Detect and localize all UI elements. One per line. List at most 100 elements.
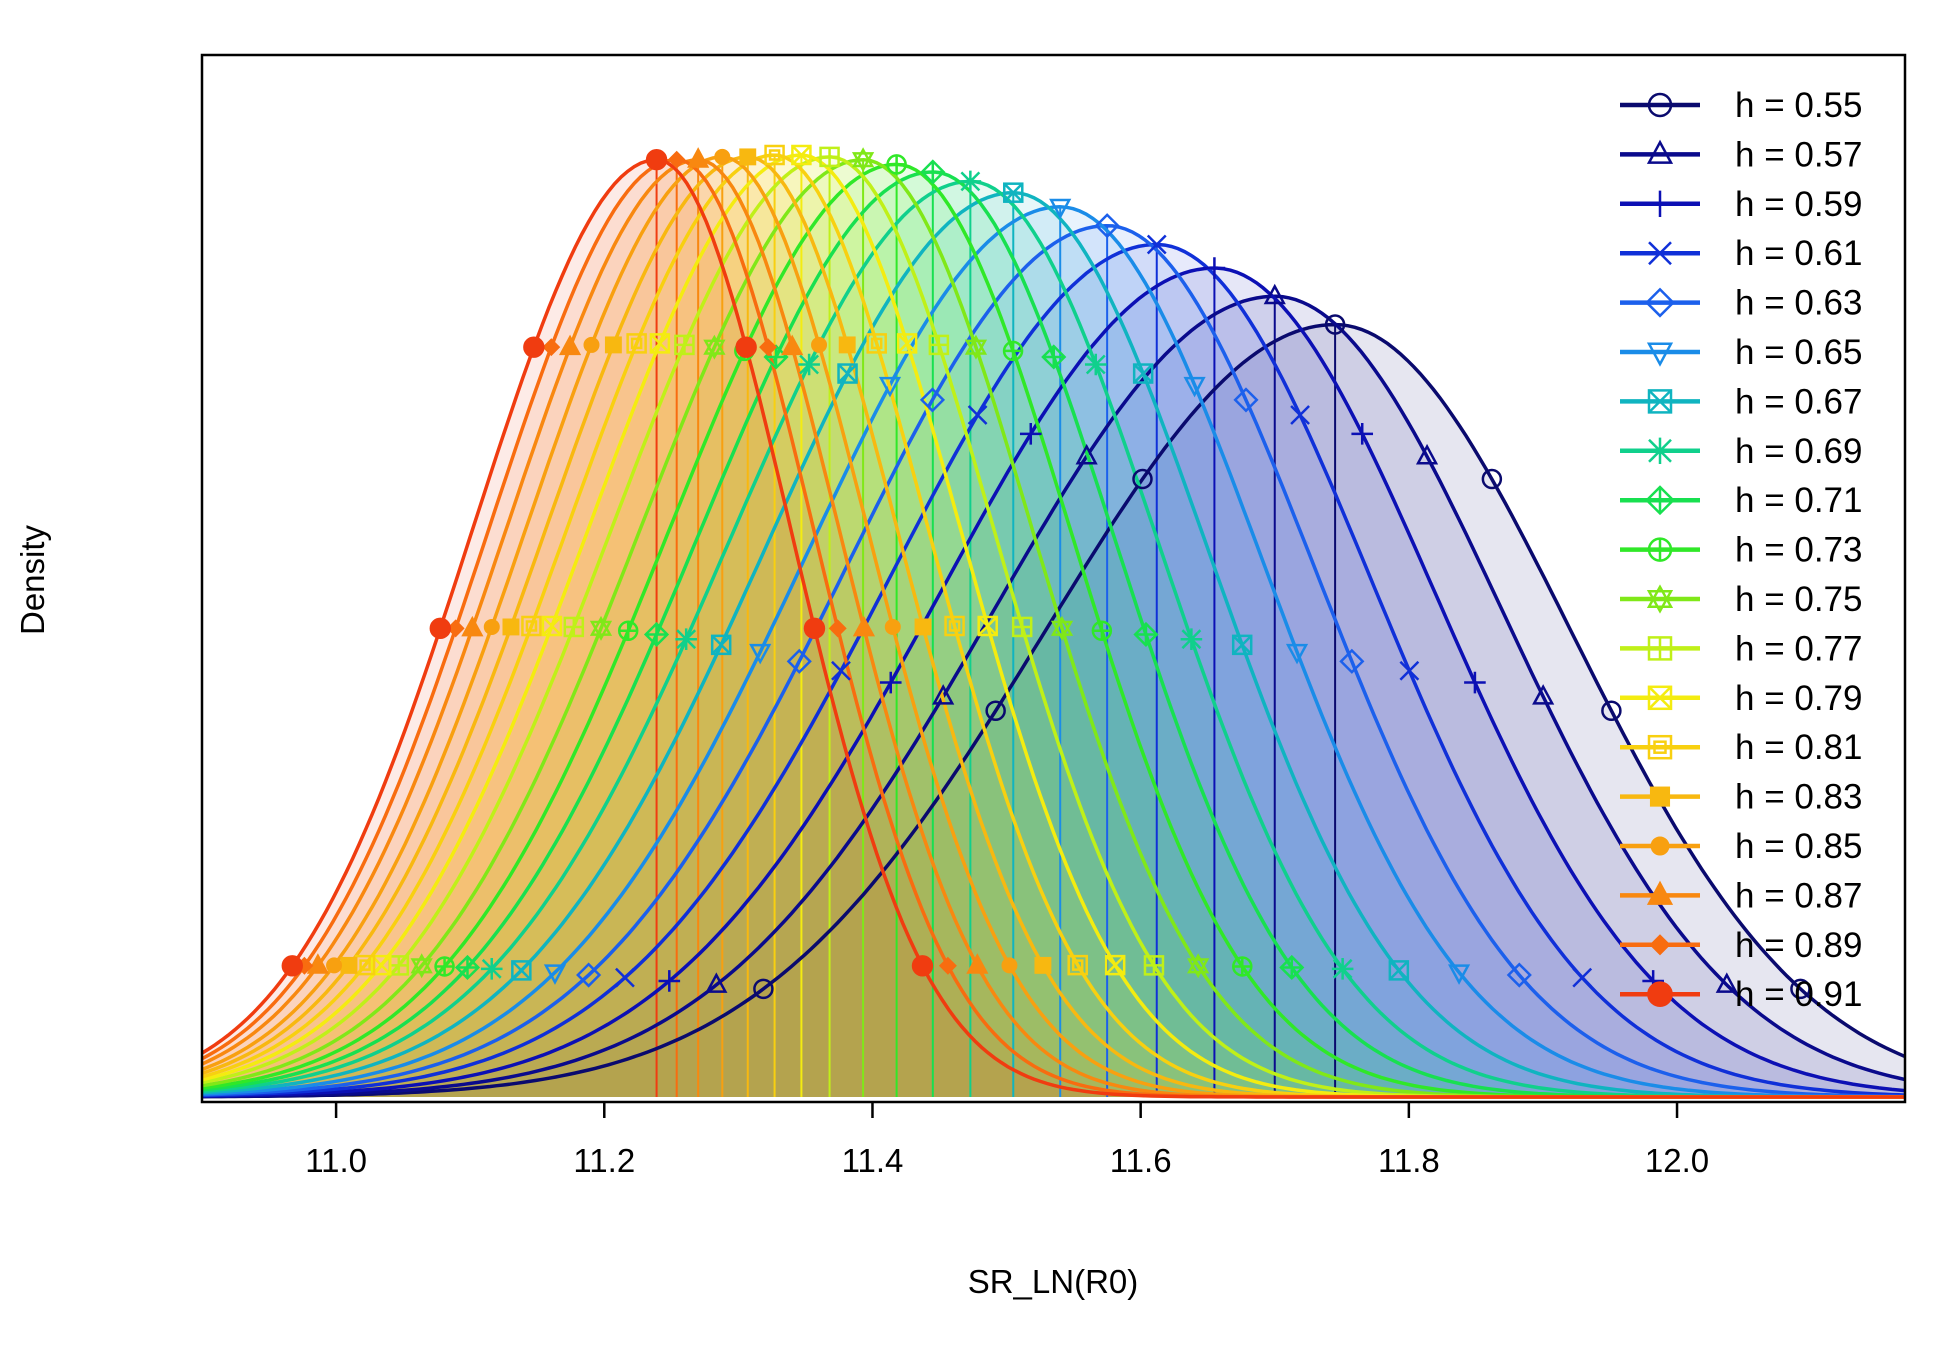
legend-marker [1647,734,1673,760]
marker-h085 [1001,957,1018,974]
marker-h077 [674,334,695,356]
marker-h071 [1279,954,1305,981]
marker-h073 [886,154,907,175]
marker-h057 [705,972,728,993]
marker-h087 [781,334,804,356]
density-markers [281,144,1811,1000]
marker-h085 [583,336,600,353]
markers-h069 [480,170,1354,980]
marker-h067 [837,363,858,384]
legend-marker [1647,92,1673,118]
marker-h079 [649,333,671,354]
legend-item-h077: h = 0.77 [1620,629,1862,668]
marker-h091 [645,149,668,171]
density-fill-h063 [202,225,1905,1097]
marker-h087 [461,615,484,637]
legend-label: h = 0.73 [1735,531,1862,570]
marker-h069 [675,628,697,650]
marker-h069 [1084,353,1107,376]
marker-h079 [1104,954,1126,976]
marker-h085 [483,618,500,635]
marker-h077 [819,146,840,168]
marker-h071 [643,621,670,648]
markers-h073 [434,154,1253,977]
marker-h065 [1285,643,1309,665]
marker-h057 [1532,684,1555,705]
legend-label: h = 0.69 [1735,432,1862,471]
marker-h091 [911,955,934,977]
legend-label: h = 0.83 [1735,778,1862,817]
legend-label: h = 0.55 [1735,86,1862,125]
density-fill-h077 [202,156,1905,1097]
markers-h091 [281,149,934,977]
marker-h073 [1002,340,1024,362]
marker-h083 [502,618,520,636]
markers-h085 [326,148,1018,974]
marker-h089 [542,338,561,357]
density-curve-h091 [202,158,1905,1099]
marker-h069 [1180,628,1203,650]
markers-h057 [705,283,1738,993]
marker-h075 [964,334,988,360]
density-fill-h059 [202,268,1905,1098]
marker-h075 [410,953,433,979]
marker-h069 [959,170,982,193]
marker-h081 [626,333,647,354]
legend-marker [1647,685,1673,711]
legend-label: h = 0.77 [1735,629,1862,668]
marker-h057 [1263,283,1286,305]
marker-h081 [1067,954,1088,976]
marker-h061 [831,660,851,681]
legend: h = 0.55 h = 0.57 h = 0.59 h = 0.61 h = 0.63… [1620,86,1862,1014]
legend-item-h061: h = 0.61 [1620,234,1862,273]
density-fill-h069 [202,181,1905,1097]
x-axis: 11.0 11.2 11.4 11.6 11.8 12.0 [305,1102,1709,1179]
marker-h081 [944,615,965,637]
markers-h063 [576,213,1532,988]
x-tick-label: 11.0 [305,1142,367,1179]
legend-marker [1647,389,1673,414]
marker-h063 [919,387,946,413]
marker-h073 [434,956,455,977]
y-axis-title: Density [14,524,51,635]
density-curve-h061 [202,242,1905,1098]
marker-h085 [811,336,828,353]
marker-h065 [1049,198,1072,220]
marker-h055 [1481,468,1503,490]
marker-h087 [687,147,710,168]
marker-h059 [1203,257,1226,279]
marker-h079 [791,144,812,166]
legend-marker [1650,836,1670,856]
marker-h083 [1034,956,1052,974]
marker-h071 [1133,621,1159,648]
density-fill-h081 [202,155,1905,1098]
legend-item-h081: h = 0.81 [1620,728,1862,767]
marker-h059 [658,970,681,992]
marker-h087 [966,953,989,974]
legend-item-h065: h = 0.65 [1620,333,1862,372]
marker-h075 [1050,615,1074,641]
marker-h061 [1399,660,1420,681]
marker-h069 [480,958,503,980]
marker-h067 [1132,363,1154,384]
legend-marker [1646,139,1674,164]
legend-item-h079: h = 0.79 [1620,679,1862,718]
marker-h055 [985,700,1006,722]
x-tick-label: 11.2 [573,1142,635,1179]
x-axis-title: SR_LN(R0) [968,1263,1139,1300]
marker-h059 [1351,423,1374,445]
density-fill-h089 [202,159,1905,1098]
marker-h063 [786,648,812,674]
legend-marker [1649,934,1671,956]
marker-h071 [454,954,481,981]
marker-h083 [340,956,358,974]
marker-h065 [543,964,567,985]
marker-h077 [1143,955,1165,976]
legend-marker [1646,190,1674,217]
legend-marker [1645,287,1675,318]
marker-h085 [714,148,731,165]
marker-h071 [920,159,946,185]
marker-h055 [1324,314,1346,335]
marker-h081 [764,144,785,166]
